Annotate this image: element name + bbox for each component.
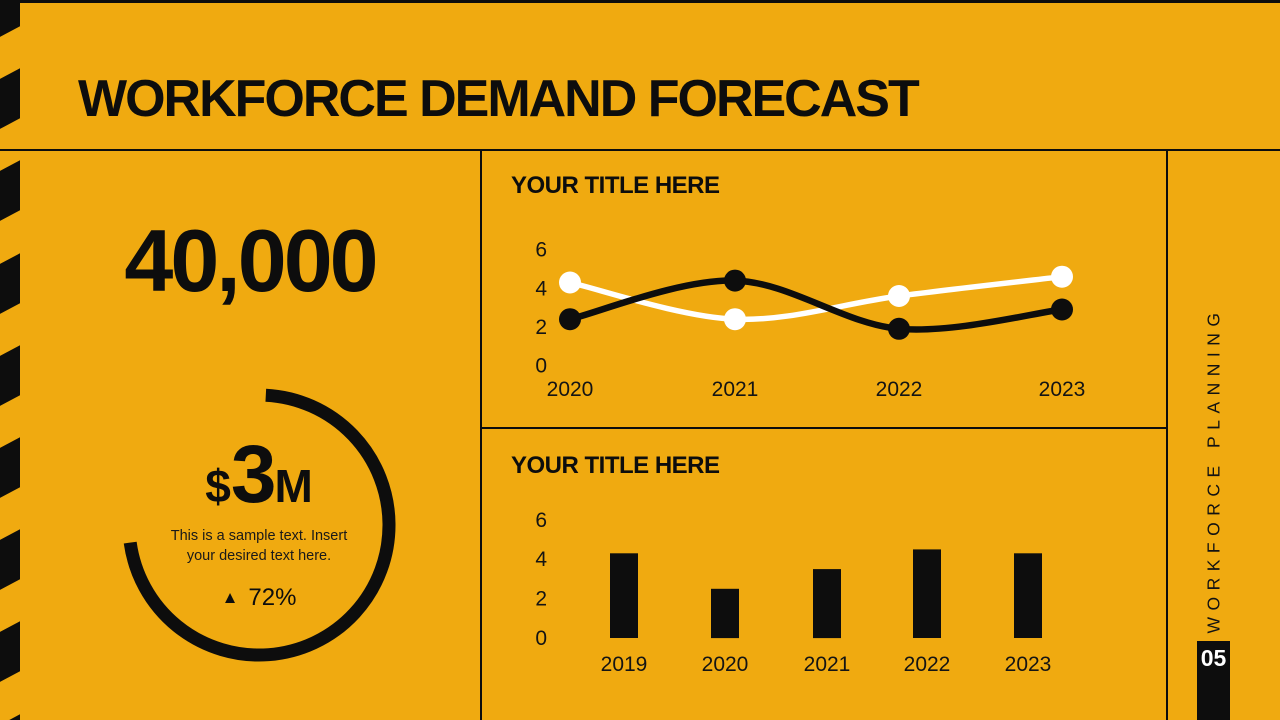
- svg-text:6: 6: [535, 239, 547, 262]
- svg-text:2022: 2022: [904, 653, 951, 676]
- svg-text:2020: 2020: [702, 653, 749, 676]
- hazard-stripe: [0, 437, 20, 499]
- donut-description-line2: your desired text here.: [186, 548, 332, 564]
- svg-text:0: 0: [535, 627, 547, 650]
- page-number-badge: 05: [1197, 641, 1230, 720]
- hazard-stripe: [0, 160, 20, 223]
- svg-text:2019: 2019: [601, 653, 648, 676]
- panel-divider-vertical-left: [480, 149, 482, 720]
- header-divider: [0, 149, 1280, 151]
- hazard-stripe: [0, 68, 20, 131]
- triangle-up-icon: ▲: [221, 588, 239, 607]
- hazard-stripe: [0, 529, 20, 592]
- delta-value: 72%: [248, 584, 297, 611]
- svg-text:2021: 2021: [712, 378, 759, 401]
- hazard-stripe: [0, 252, 20, 315]
- progress-ring: [123, 388, 396, 662]
- chart-panels-divider: [480, 427, 1168, 429]
- svg-text:4: 4: [535, 277, 547, 300]
- svg-text:2023: 2023: [1039, 378, 1086, 401]
- svg-text:4: 4: [535, 548, 547, 571]
- svg-text:6: 6: [535, 509, 547, 532]
- bar-chart-title: YOUR TITLE HERE: [511, 452, 720, 479]
- svg-text:2021: 2021: [804, 653, 851, 676]
- svg-text:2: 2: [535, 316, 547, 339]
- svg-text:2022: 2022: [876, 378, 923, 401]
- headcount-stat: 40,000: [124, 211, 378, 310]
- svg-text:0: 0: [535, 355, 547, 378]
- hazard-stripe: [0, 345, 20, 407]
- svg-text:2: 2: [535, 588, 547, 611]
- hazard-stripe: [0, 0, 20, 39]
- bar-chart: 0 2 4 6 2019 2020 2021 2022 2023: [535, 509, 1052, 676]
- donut-description: This is a sample text. Insert your desir…: [99, 526, 419, 566]
- panel-divider-vertical-right: [1166, 149, 1168, 720]
- hazard-stripe: [0, 713, 20, 720]
- currency-symbol: $: [205, 460, 231, 512]
- line-chart-title: YOUR TITLE HERE: [511, 172, 720, 199]
- svg-text:2020: 2020: [547, 378, 594, 401]
- delta-indicator: ▲ 72%: [109, 584, 409, 612]
- svg-text:2023: 2023: [1005, 653, 1052, 676]
- hazard-stripe: [0, 621, 20, 684]
- page-title: WORKFORCE DEMAND FORECAST: [78, 69, 920, 128]
- line-chart: 0 2 4 6 2020 2021 2022 2023: [535, 239, 1086, 401]
- top-edge-bar: [0, 0, 1280, 3]
- sidebar-vertical-label: WORKFORCE PLANNING: [1203, 306, 1224, 634]
- donut-value-number: 3: [230, 429, 277, 520]
- donut-value-unit: M: [274, 460, 313, 512]
- donut-value: $3M: [109, 428, 409, 522]
- donut-description-line1: This is a sample text. Insert: [170, 528, 348, 544]
